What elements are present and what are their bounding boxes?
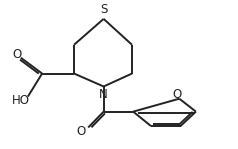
Text: O: O <box>12 48 21 61</box>
Text: O: O <box>77 125 86 138</box>
Text: O: O <box>172 88 182 101</box>
Text: N: N <box>99 88 108 101</box>
Text: S: S <box>100 3 107 16</box>
Text: HO: HO <box>12 94 30 107</box>
